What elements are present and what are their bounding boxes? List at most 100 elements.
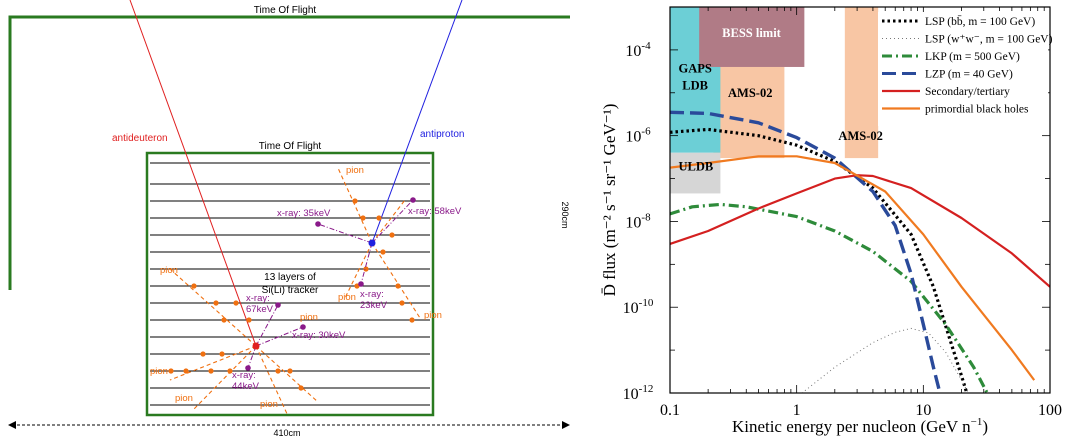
xray-dot	[410, 197, 416, 203]
plot-frame	[669, 6, 1051, 394]
pion-hit	[389, 232, 395, 238]
pion-track	[371, 199, 406, 244]
xray-label: x-ray: 44keV	[232, 370, 260, 392]
x-axis-label-main: Kinetic energy per nucleon (GeV n	[732, 417, 971, 436]
series-curve-0	[670, 127, 969, 393]
pion-label: pion	[150, 366, 168, 377]
outer-tof-frame	[8, 15, 570, 290]
y-tick-base: 10	[623, 300, 639, 317]
xray-label-line: x-ray: 58keV	[408, 206, 462, 217]
pion-hit	[208, 368, 214, 374]
x-axis-label-sup: −1	[971, 416, 983, 428]
x-axis-label-end: )	[982, 417, 988, 436]
pion-hit	[213, 300, 219, 306]
pion-label: pion	[346, 165, 364, 176]
width-label: 410cm	[273, 428, 300, 438]
y-tick-label: 10-8	[625, 211, 651, 231]
legend-label-0: LSP (bb̄, m = 100 GeV)	[925, 14, 1035, 28]
width-arrow-left	[8, 421, 16, 429]
pion-hit	[219, 351, 225, 357]
pion-track	[169, 268, 257, 347]
series-curve-5	[670, 155, 1036, 381]
region-label-gaps: GAPS	[678, 61, 711, 75]
pion-hit	[380, 249, 386, 255]
pion-hit	[298, 385, 304, 391]
pion-label: pion	[260, 399, 278, 410]
xray-track	[255, 326, 304, 347]
antideuteron-track	[129, 0, 257, 347]
xray-label: x-ray: 30keV	[292, 330, 346, 341]
y-tick-exp: -12	[639, 383, 654, 395]
region-label-ldb: LDB	[682, 78, 708, 92]
width-arrow-right	[562, 421, 570, 429]
region-label-0: BESS limit	[722, 26, 782, 40]
antiproton-label: antiproton	[420, 129, 464, 140]
pion-label: pion	[424, 310, 442, 321]
legend-label-4: Secondary/tertiary	[925, 86, 1010, 98]
tof-inner-label: Time Of Flight	[259, 141, 322, 152]
y-tick-exp: -4	[641, 40, 651, 52]
series-curve-1	[801, 327, 969, 393]
xray-label-line: x-ray: 30keV	[292, 330, 346, 341]
inner-detector-box	[145, 151, 435, 417]
y-tick-label: 10-12	[623, 383, 654, 403]
y-axis-label: D̄ flux (m⁻² s⁻¹ sr⁻¹ GeV⁻¹)	[600, 104, 619, 297]
xray-label-line: x-ray:	[360, 289, 384, 300]
legend-bg	[878, 12, 1048, 126]
xray-label-line: x-ray:	[232, 370, 256, 381]
legend: LSP (bb̄, m = 100 GeV) LSP (w⁺w⁻, m = 100…	[878, 12, 1053, 126]
series-curve-3	[670, 110, 942, 393]
xray-track	[247, 345, 257, 369]
pion-track	[337, 167, 373, 244]
legend-label-1: LSP (w⁺w⁻, m = 100 GeV)	[925, 34, 1053, 46]
y-tick-base: 10	[623, 386, 639, 403]
xray-label: x-ray: 58keV	[408, 206, 462, 217]
legend-label-5: primordial black holes	[925, 104, 1029, 116]
x-tick-label: 1	[793, 402, 801, 419]
pion-label: pion	[300, 312, 318, 323]
x-tick-label: 10	[915, 402, 931, 419]
pion-label: pion	[175, 393, 193, 404]
y-tick-base: 10	[625, 43, 641, 60]
xray-track	[360, 242, 373, 285]
pion-label: pion	[338, 292, 356, 303]
y-tick-base: 10	[625, 214, 641, 231]
region-label-4: ULDB	[678, 160, 713, 174]
y-tick-label: 10-6	[625, 126, 651, 146]
region-label-2: AMS-02	[728, 86, 772, 100]
antiproton-track	[371, 0, 463, 244]
y-tick-label: 10-10	[623, 297, 654, 317]
pion-track	[255, 345, 289, 417]
plot-area	[670, 7, 1050, 393]
pion-hit	[352, 198, 358, 204]
xray-label: x-ray: 67keV	[246, 293, 274, 315]
pion-hit	[360, 215, 366, 221]
region-label-3: AMS-02	[838, 129, 882, 143]
y-tick-exp: -6	[641, 126, 651, 138]
pion-hit	[233, 300, 239, 306]
xray-label: x-ray: 23keV	[360, 289, 388, 311]
pion-hit	[409, 317, 415, 323]
xray-label-line: x-ray:	[246, 293, 270, 304]
xray-label-line: 67keV	[246, 304, 274, 315]
tracker-label-2: Si(Li) tracker	[262, 285, 319, 296]
y-tick-exp: -8	[641, 211, 651, 223]
y-tick-base: 10	[625, 129, 641, 146]
pion-hit	[246, 317, 252, 323]
pion-hit	[363, 266, 369, 272]
antideuteron-vertex	[252, 342, 260, 350]
pion-hit	[395, 283, 401, 289]
xray-label: x-ray: 35keV	[277, 208, 331, 219]
legend-label-2: LKP (m = 500 GeV)	[925, 51, 1020, 63]
antiproton-vertex	[368, 239, 376, 247]
x-axis-label: Kinetic energy per nucleon (GeV n−1)	[732, 416, 988, 436]
pion-hit	[376, 215, 382, 221]
pion-hit	[221, 317, 227, 323]
pion-hit	[200, 351, 206, 357]
xray-label-line: 44keV	[232, 381, 260, 392]
series-curve-2	[670, 202, 990, 393]
pion-track	[371, 242, 421, 319]
region-4	[670, 152, 721, 194]
xray-dot	[275, 302, 281, 308]
pion-hit	[275, 368, 281, 374]
